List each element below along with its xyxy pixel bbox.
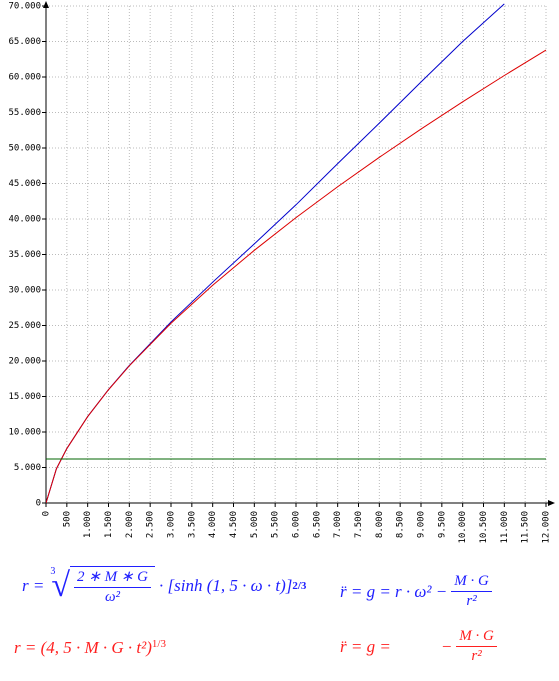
x-tick-label: 7.000 [333, 511, 343, 538]
x-tick-label: 9.500 [437, 511, 447, 538]
y-tick-label: 50.000 [8, 144, 41, 154]
x-tick-label: 12.000 [542, 511, 552, 544]
exponent: 2/3 [292, 580, 307, 592]
y-tick-label: 55.000 [8, 108, 41, 118]
y-tick-label: 60.000 [8, 73, 41, 83]
exponent: 1/3 [151, 638, 166, 650]
y-tick-label: 70.000 [8, 2, 41, 12]
y-tick-label: 40.000 [8, 215, 41, 225]
x-tick-label: 500 [62, 511, 72, 527]
x-tick-label: 4.500 [229, 511, 239, 538]
formula-text: r̈ = g = r · ω² − [340, 581, 448, 601]
formula-text: r = (4, 5 · M · G · t²) [14, 638, 152, 657]
x-tick-label: 5.000 [250, 511, 260, 538]
plot [46, 3, 547, 503]
y-tick-label: 65.000 [8, 37, 41, 47]
x-tick-label: 1.500 [104, 511, 114, 538]
radical: √ [51, 567, 71, 604]
y-tick-label: 35.000 [8, 250, 41, 260]
y-tick-label: 15.000 [8, 392, 41, 402]
x-tick-label: 1.000 [83, 511, 93, 538]
root-index: 3 [50, 566, 56, 577]
x-tick-label: 11.500 [521, 511, 531, 544]
x-tick-label: 5.500 [271, 511, 281, 538]
series-line [46, 49, 547, 503]
x-tick-label: 0 [42, 511, 52, 516]
y-tick-label: 45.000 [8, 179, 41, 189]
y-tick-label: 5.000 [14, 463, 41, 473]
numerator: 2 ∗ M ∗ G [74, 567, 151, 588]
x-tick-label: 6.500 [312, 511, 322, 538]
numerator: M · G [451, 573, 492, 592]
axis-arrow [548, 500, 555, 506]
denominator: r² [466, 593, 477, 609]
y-tick-label: 25.000 [8, 321, 41, 331]
x-tick-label: 2.500 [146, 511, 156, 538]
x-tick-label: 3.500 [187, 511, 197, 538]
x-tick-label: 11.000 [500, 511, 510, 544]
formula-text: · [sinh (1, 5 · ω · t)] [158, 576, 293, 595]
y-tick-label: 0 [36, 499, 41, 509]
formula-text: r̈ = g = [340, 636, 391, 656]
y-tick-label: 10.000 [8, 428, 41, 438]
chart: 0 5.000 10.000 15.000 20.000 25.000 30.000 35.0… [8, 1, 555, 544]
x-tick-label: 4.000 [208, 511, 218, 538]
axis-arrow [43, 1, 49, 8]
formula-text: r = [22, 576, 45, 595]
x-tick-label: 10.000 [458, 511, 468, 544]
formula: r = (4, 5 · M · G · t²) 1/3 [14, 638, 166, 658]
formula-sign: − [440, 636, 453, 656]
x-tick-label: 8.500 [396, 511, 406, 538]
y-tick-label: 20.000 [8, 357, 41, 367]
x-tick-label: 6.000 [292, 511, 302, 538]
numerator: M · G [456, 628, 497, 647]
x-tick-label: 2.000 [125, 511, 135, 538]
x-tick-label: 10.500 [479, 511, 489, 544]
x-tick-label: 7.500 [354, 511, 364, 538]
y-tick-label: 30.000 [8, 286, 41, 296]
x-tick-label: 3.000 [167, 511, 177, 538]
denominator: r² [471, 648, 482, 664]
x-tick-label: 8.000 [375, 511, 385, 538]
x-tick-label: 9.000 [417, 511, 427, 538]
denominator: ω² [104, 589, 121, 605]
